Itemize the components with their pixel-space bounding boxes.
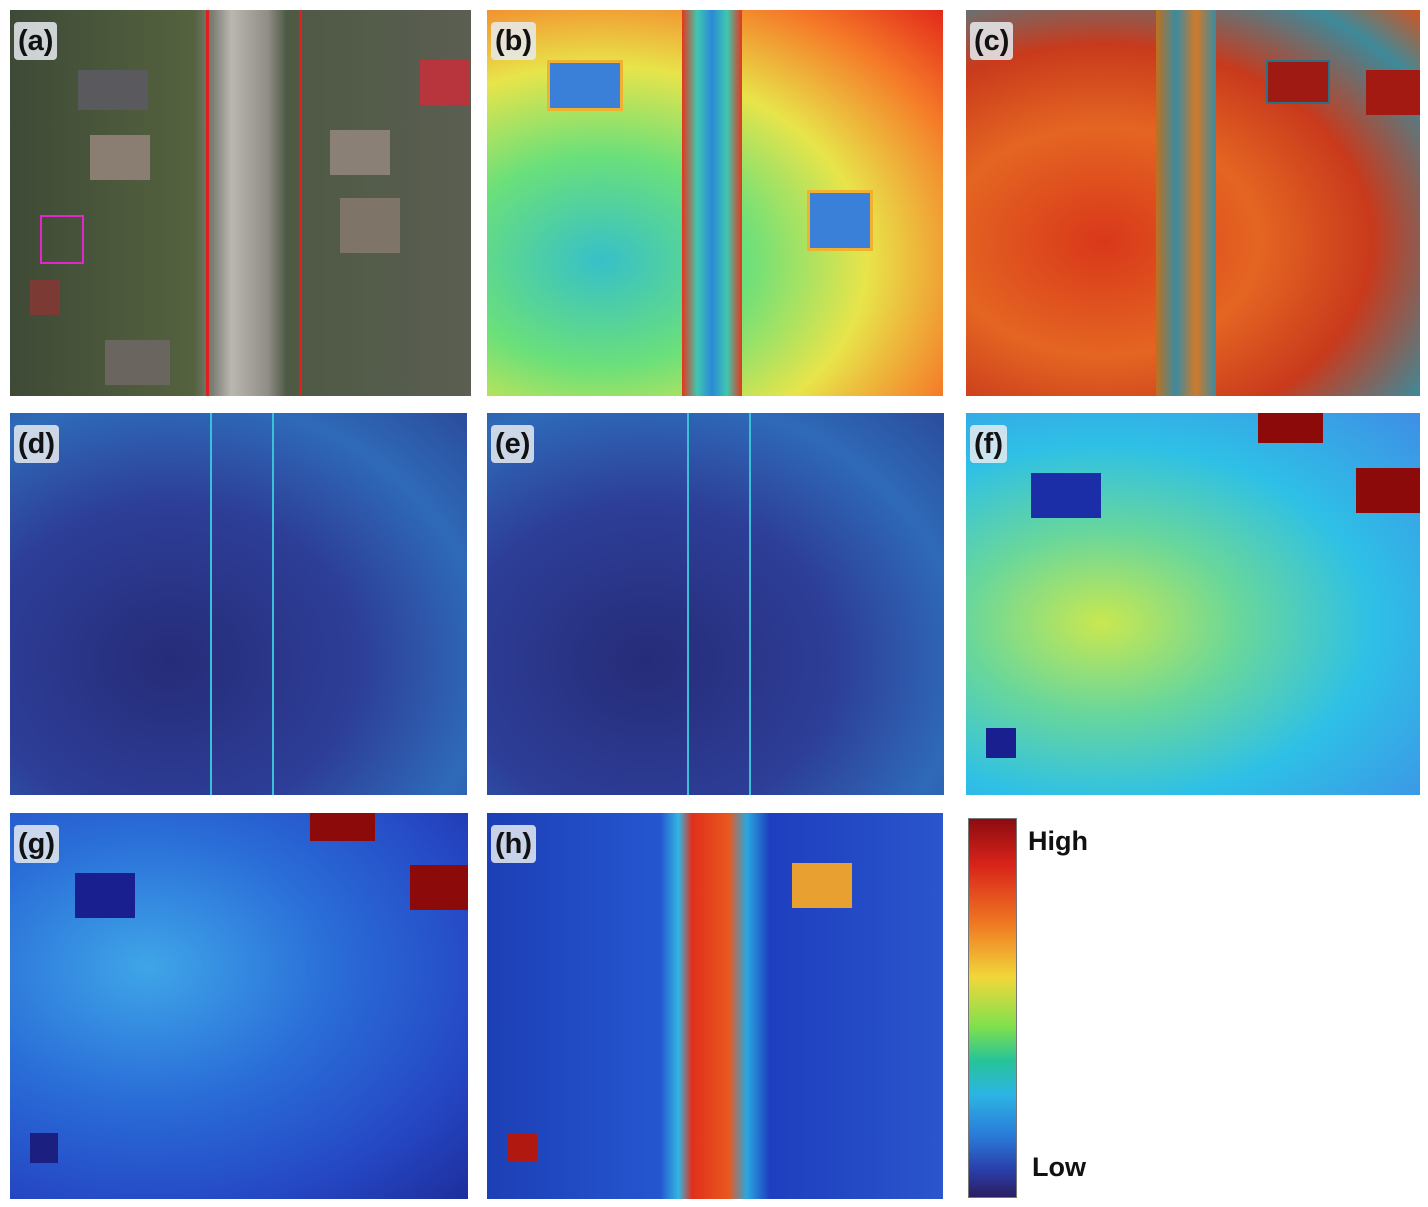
roof <box>1366 70 1420 115</box>
patch <box>410 865 468 910</box>
panel-e: (e) <box>487 413 944 795</box>
change-outline <box>40 215 84 264</box>
roof <box>105 340 170 385</box>
road <box>1156 10 1216 396</box>
patch <box>75 873 135 918</box>
roof <box>90 135 150 180</box>
patch <box>1258 413 1323 443</box>
panel-c: (c) <box>966 10 1420 396</box>
patch <box>30 1133 58 1163</box>
panel-label: (f) <box>970 425 1007 463</box>
roof <box>340 198 400 253</box>
panel-a: (a) <box>10 10 471 396</box>
road <box>687 413 751 795</box>
patch <box>310 813 375 841</box>
patch <box>507 1133 537 1161</box>
road <box>682 10 742 396</box>
panel-label: (h) <box>491 825 537 863</box>
patch <box>1031 473 1101 518</box>
colorbar <box>968 818 1017 1198</box>
colorbar-high-label: High <box>1028 826 1088 856</box>
patch <box>792 863 852 908</box>
roof <box>547 60 623 111</box>
court <box>30 280 60 315</box>
patch <box>986 728 1016 758</box>
panel-label: (g) <box>14 825 60 863</box>
patch <box>1356 468 1420 513</box>
roof <box>78 70 148 110</box>
panel-label: (c) <box>970 22 1014 60</box>
panel-label: (b) <box>491 22 537 60</box>
panel-h: (h) <box>487 813 943 1199</box>
road-outline <box>206 10 302 396</box>
roof <box>330 130 390 175</box>
panel-label: (e) <box>491 425 535 463</box>
roof <box>807 190 873 251</box>
panel-label: (d) <box>14 425 60 463</box>
panel-f: (f) <box>966 413 1420 795</box>
roof <box>1266 60 1330 104</box>
roof <box>420 60 470 105</box>
colorbar-low-label: Low <box>1032 1152 1086 1182</box>
panel-b: (b) <box>487 10 943 396</box>
panel-label: (a) <box>14 22 58 60</box>
panel-d: (d) <box>10 413 467 795</box>
panel-g: (g) <box>10 813 468 1199</box>
road <box>210 413 274 795</box>
